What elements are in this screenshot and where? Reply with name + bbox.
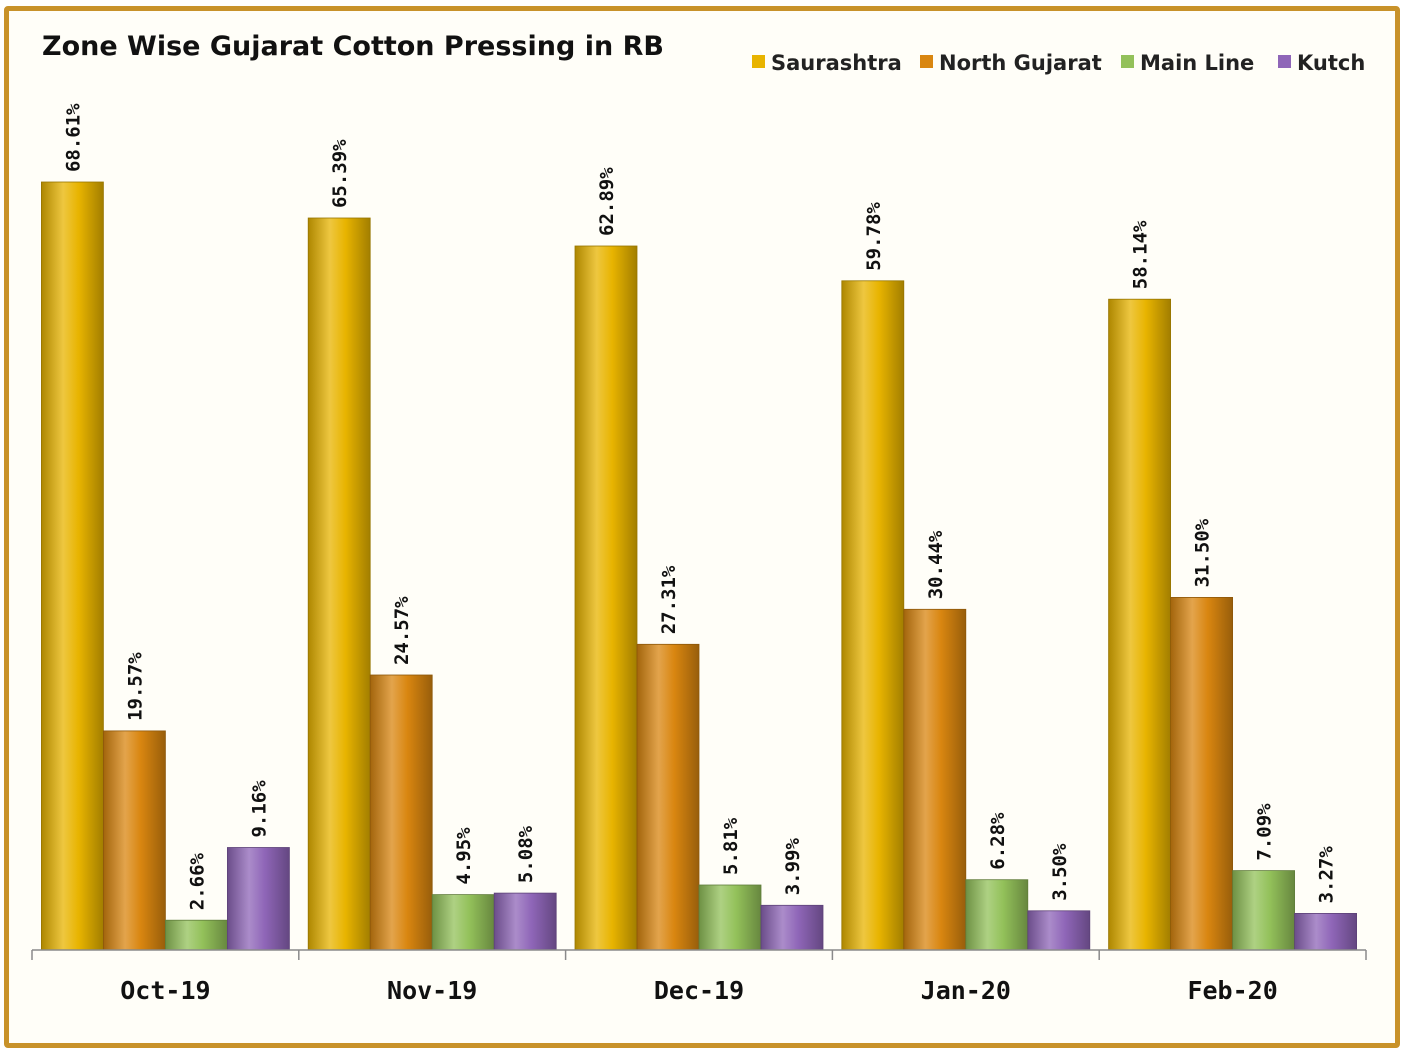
legend-swatch-saurashtra [752, 55, 765, 68]
legend-label-main-line: Main Line [1140, 51, 1254, 75]
data-label-kutch-jan-20: 3.50% [1049, 843, 1071, 901]
bar-saurashtra-jan-20 [841, 280, 905, 951]
data-label-saurashtra-jan-20: 59.78% [863, 202, 885, 271]
bars [41, 181, 1357, 951]
legend-label-saurashtra: Saurashtra [771, 51, 902, 75]
bar-saurashtra-feb-20 [1108, 298, 1171, 951]
bar-kutch-jan-20 [1027, 910, 1091, 951]
legend-swatch-north-gujarat [920, 55, 933, 68]
legend-label-north-gujarat: North Gujarat [939, 51, 1102, 75]
data-label-saurashtra-nov-19: 65.39% [329, 139, 351, 208]
data-label-north-gujarat-oct-19: 19.57% [124, 652, 146, 721]
data-label-main-line-dec-19: 5.81% [720, 817, 742, 875]
bar-north-gujarat-nov-19 [369, 674, 433, 951]
bar-main-line-feb-20 [1232, 870, 1295, 951]
legend-swatch-main-line [1121, 55, 1134, 68]
data-labels: 68.61% 19.57% 2.66% 9.16% 65.39% 24.57% 4.95% 5… [62, 103, 1337, 910]
bar-kutch-dec-19 [760, 904, 824, 951]
bar-north-gujarat-jan-20 [903, 608, 967, 951]
legend-swatch-kutch [1278, 55, 1291, 68]
bar-kutch-nov-19 [493, 892, 557, 951]
bar-kutch-feb-20 [1294, 913, 1357, 951]
bar-north-gujarat-dec-19 [636, 643, 700, 951]
data-label-kutch-oct-19: 9.16% [248, 780, 270, 838]
bar-main-line-nov-19 [431, 894, 495, 951]
bar-north-gujarat-feb-20 [1170, 597, 1233, 951]
x-axis: Oct-19 Nov-19 Dec-19 Jan-20 Feb-20 [31, 949, 1367, 1005]
legend: Saurashtra North Gujarat Main Line Kutch [752, 51, 1365, 75]
bar-north-gujarat-oct-19 [103, 730, 166, 951]
data-label-saurashtra-oct-19: 68.61% [62, 103, 84, 172]
bar-main-line-dec-19 [698, 884, 762, 951]
data-label-north-gujarat-jan-20: 30.44% [925, 530, 947, 599]
data-label-north-gujarat-nov-19: 24.57% [391, 596, 413, 665]
data-label-main-line-nov-19: 4.95% [453, 827, 475, 885]
data-label-main-line-oct-19: 2.66% [186, 852, 208, 910]
x-tick-label-dec-19: Dec-19 [654, 976, 744, 1005]
x-tick-label-jan-20: Jan-20 [921, 976, 1011, 1005]
x-tick-label-nov-19: Nov-19 [387, 976, 477, 1005]
bar-saurashtra-dec-19 [574, 245, 638, 951]
data-label-kutch-feb-20: 3.27% [1316, 846, 1338, 904]
legend-label-kutch: Kutch [1297, 51, 1365, 75]
bar-main-line-oct-19 [164, 919, 228, 951]
data-label-main-line-jan-20: 6.28% [987, 812, 1009, 870]
data-label-north-gujarat-dec-19: 27.31% [658, 565, 680, 634]
data-label-kutch-nov-19: 5.08% [515, 825, 537, 883]
bar-saurashtra-nov-19 [307, 217, 371, 951]
data-label-saurashtra-dec-19: 62.89% [596, 167, 618, 236]
chart-title: Zone Wise Gujarat Cotton Pressing in RB [42, 31, 664, 62]
x-tick-label-feb-20: Feb-20 [1187, 976, 1277, 1005]
data-label-kutch-dec-19: 3.99% [782, 838, 804, 896]
data-label-main-line-feb-20: 7.09% [1254, 803, 1276, 861]
x-tick-label-oct-19: Oct-19 [120, 976, 210, 1005]
bar-kutch-oct-19 [226, 847, 290, 951]
data-label-north-gujarat-feb-20: 31.50% [1192, 518, 1214, 587]
bar-saurashtra-oct-19 [41, 181, 104, 951]
bar-main-line-jan-20 [965, 879, 1029, 951]
data-label-saurashtra-feb-20: 58.14% [1130, 220, 1152, 289]
